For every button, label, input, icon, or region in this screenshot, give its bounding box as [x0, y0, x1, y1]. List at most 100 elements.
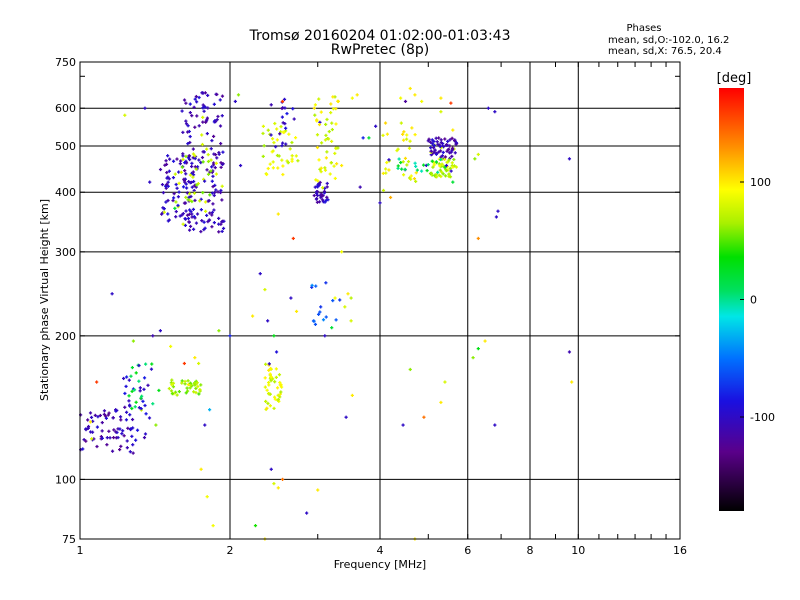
data-point: [128, 413, 132, 417]
data-point: [340, 250, 344, 254]
data-point: [188, 224, 193, 228]
data-point: [310, 283, 314, 287]
data-point: [108, 436, 112, 440]
data-point: [158, 167, 163, 172]
colorbar-tick-label: 0: [750, 294, 757, 307]
data-point: [330, 127, 334, 132]
data-point: [131, 451, 135, 455]
data-point: [452, 138, 457, 142]
data-point: [200, 155, 205, 160]
data-point: [189, 194, 193, 199]
data-point: [163, 163, 167, 167]
data-point: [324, 281, 328, 285]
data-point: [316, 488, 320, 492]
data-point: [276, 212, 280, 216]
data-point: [333, 151, 337, 156]
data-point: [203, 226, 207, 230]
data-point: [105, 436, 109, 440]
data-point: [213, 120, 218, 124]
data-point: [439, 96, 443, 100]
grid-lines: [80, 62, 680, 539]
data-point: [188, 140, 192, 145]
data-point: [221, 150, 225, 154]
data-point: [439, 157, 443, 162]
data-point: [199, 467, 203, 471]
data-point: [118, 427, 122, 431]
data-point: [399, 160, 403, 165]
data-point: [268, 162, 272, 166]
data-point: [171, 159, 176, 163]
data-point: [205, 495, 209, 499]
data-point: [273, 380, 277, 384]
data-point: [169, 389, 174, 393]
data-point: [192, 191, 197, 195]
data-point: [403, 156, 408, 160]
data-point: [267, 362, 271, 366]
data-point: [441, 172, 445, 176]
data-point: [220, 198, 224, 202]
data-point: [125, 439, 129, 443]
data-point: [196, 384, 200, 389]
data-point: [137, 406, 141, 410]
data-point: [197, 158, 201, 162]
data-point: [191, 170, 195, 174]
data-point: [269, 467, 273, 471]
data-point: [438, 168, 442, 172]
data-point: [130, 389, 134, 394]
data-point: [317, 182, 321, 186]
data-point: [207, 199, 211, 203]
data-point: [288, 147, 292, 151]
data-point: [124, 410, 129, 414]
data-point: [123, 405, 127, 409]
data-point: [84, 439, 88, 443]
data-point: [161, 191, 166, 195]
data-point: [228, 334, 232, 338]
data-point: [95, 380, 99, 384]
data-point: [184, 209, 188, 213]
data-point: [431, 165, 435, 169]
data-point: [217, 329, 221, 333]
data-point: [192, 179, 196, 184]
data-point: [131, 426, 135, 430]
data-point: [171, 385, 176, 389]
data-point: [205, 147, 209, 151]
data-point: [408, 86, 412, 91]
data-point: [180, 381, 184, 385]
data-point: [86, 418, 90, 422]
data-point: [326, 137, 331, 141]
data-point: [201, 103, 205, 107]
data-point: [408, 139, 412, 143]
data-point: [144, 412, 148, 416]
data-point: [265, 172, 269, 177]
data-point: [334, 318, 338, 322]
data-point: [321, 318, 326, 322]
data-point: [296, 159, 300, 163]
data-point: [193, 383, 197, 387]
data-point: [183, 169, 187, 173]
data-point: [214, 172, 218, 176]
data-point: [279, 390, 283, 394]
data-point: [443, 380, 447, 384]
data-point: [197, 392, 201, 396]
data-point: [280, 477, 285, 482]
data-point: [448, 166, 452, 171]
data-point: [114, 430, 118, 434]
data-point: [191, 227, 196, 231]
data-point: [192, 105, 196, 109]
data-point: [183, 379, 187, 384]
data-point: [90, 437, 94, 441]
data-point: [148, 180, 152, 184]
data-point: [436, 142, 440, 146]
data-point: [275, 153, 280, 158]
data-point: [105, 443, 109, 447]
data-point: [385, 160, 389, 165]
data-point: [315, 133, 320, 137]
data-point: [138, 386, 142, 390]
data-point: [201, 160, 205, 164]
data-point: [270, 137, 275, 141]
data-point: [333, 296, 337, 300]
data-point: [142, 376, 147, 380]
data-point: [401, 423, 405, 427]
data-point: [264, 362, 268, 366]
